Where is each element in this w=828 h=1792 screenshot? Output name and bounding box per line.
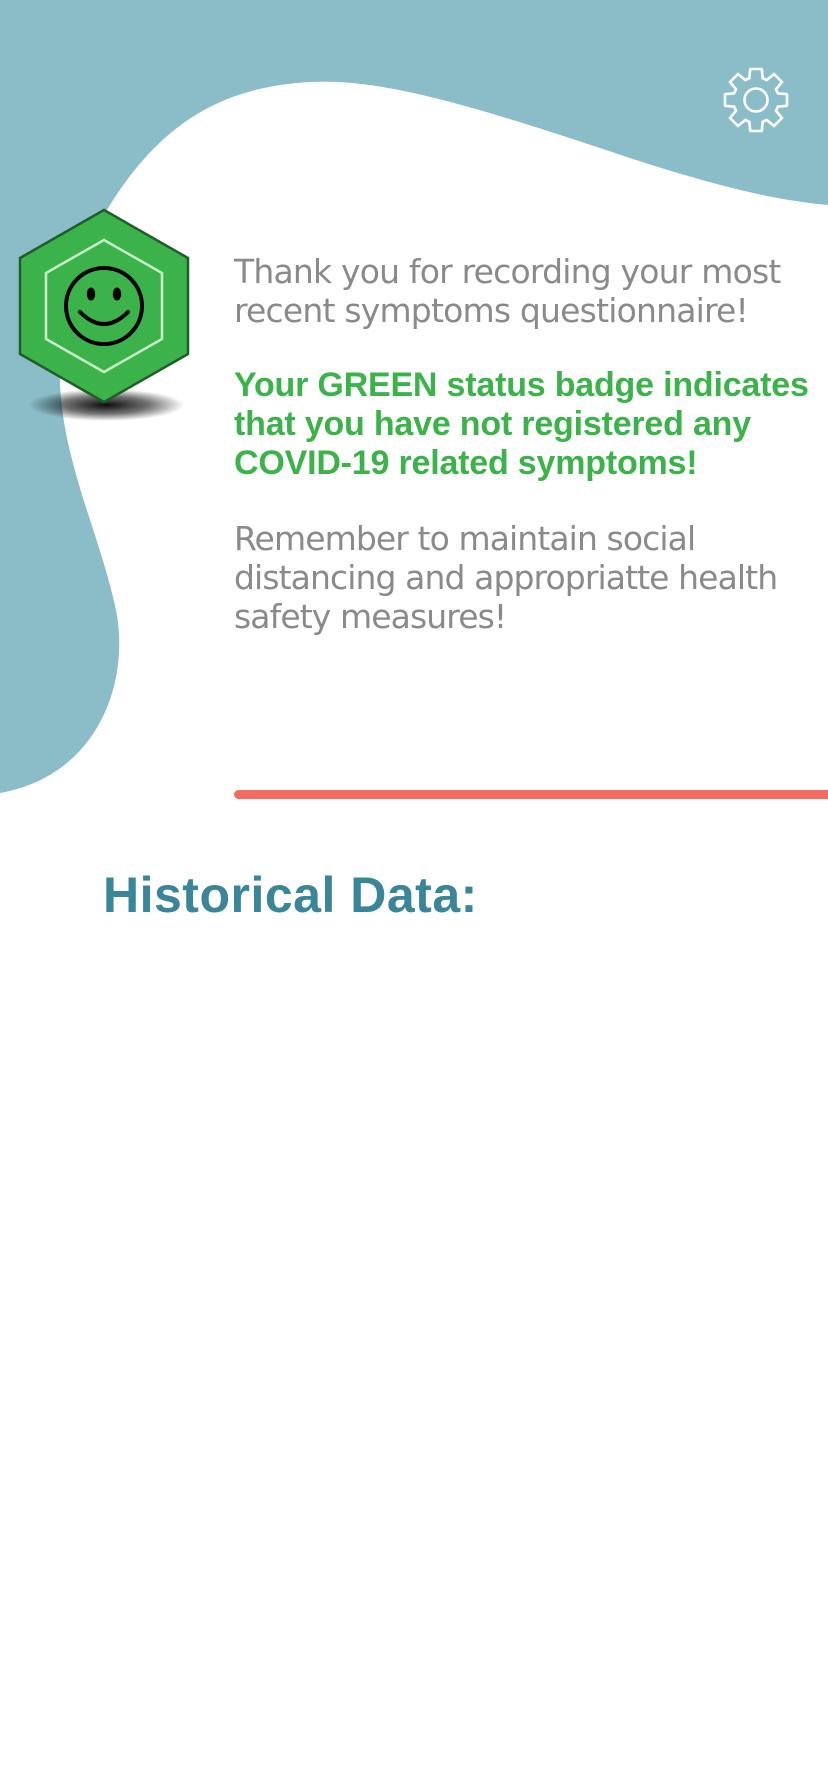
- gear-icon: [723, 67, 789, 133]
- badge-shadow: [28, 389, 184, 421]
- reminder-message: Remember to maintain social distancing a…: [234, 519, 778, 636]
- smiley-face-icon: [64, 266, 144, 346]
- badge-hexagon: [18, 208, 190, 404]
- thanks-message: Thank you for recording your most recent…: [234, 252, 781, 330]
- status-message: Your GREEN status badge indicates that y…: [234, 366, 809, 482]
- settings-button[interactable]: [716, 60, 796, 140]
- historical-data-title: Historical Data:: [103, 867, 478, 923]
- status-badge: [18, 208, 190, 421]
- historical-data-area: [0, 950, 828, 1790]
- section-divider: [234, 790, 828, 799]
